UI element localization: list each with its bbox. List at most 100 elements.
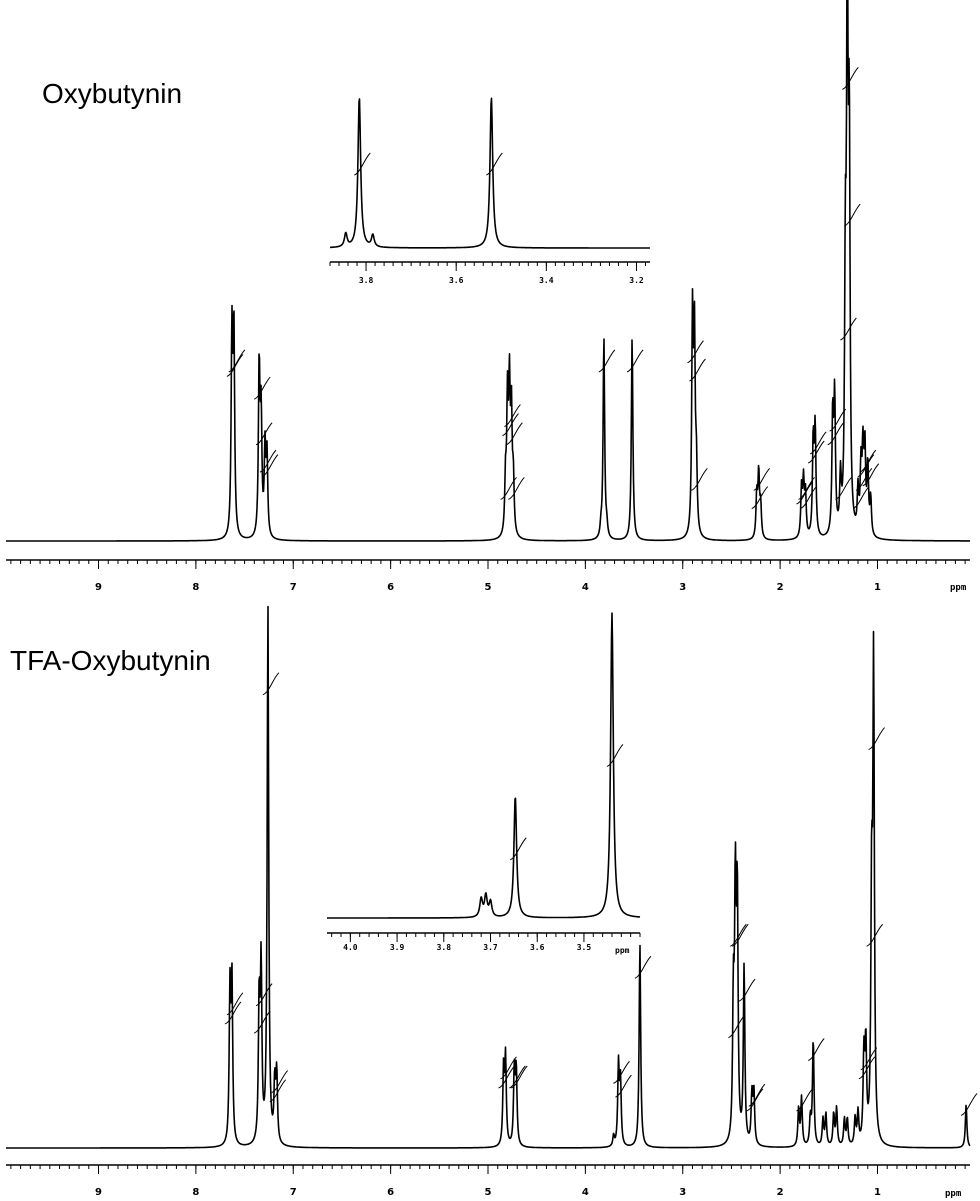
oxybutynin-inset-tick-label: 3.2 (629, 276, 644, 285)
oxybutynin-main-tick-label: 9 (95, 582, 102, 593)
tfa-oxybutynin-main-integral-curve (866, 923, 884, 947)
oxybutynin-inset-integral-curve (354, 152, 371, 176)
tfa-oxybutynin-inset-tick-label: 3.5 (577, 943, 592, 952)
oxybutynin-main-tick-label: 4 (582, 582, 589, 593)
oxybutynin-main-integral-curve (844, 203, 861, 227)
oxybutynin-main-tick-label: 7 (290, 582, 297, 593)
tfa-oxybutynin-main-integral-curve (498, 1065, 515, 1089)
oxybutynin-inset: 3.8 3.6 3.4 3.2 (329, 97, 651, 285)
tfa-oxybutynin-main-integral-curve (746, 1088, 764, 1112)
tfa-oxybutynin-main-integral-curve (634, 955, 652, 979)
tfa-oxybutynin-main-integral-curve (960, 1093, 978, 1116)
tfa-oxybutynin-inset-ppm-label: ppm (615, 946, 630, 955)
tfa-oxybutynin-main-integral-curve (255, 983, 273, 1007)
oxybutynin-main-integral-curve (626, 349, 644, 373)
tfa-oxybutynin-main-integral-curve (500, 1056, 517, 1080)
oxybutynin-main-integral-curve (857, 454, 875, 478)
tfa-oxybutynin-inset-tick-label: 3.7 (483, 943, 498, 952)
oxybutynin-main-integral-curve (253, 376, 271, 400)
oxybutynin-main-integral-curve (840, 317, 857, 341)
oxybutynin-main-integral-curve (859, 449, 877, 473)
tfa-oxybutynin-main-integral-curve (807, 1038, 825, 1062)
oxybutynin-main-integral-curve (829, 408, 847, 432)
oxybutynin-marks: 9 8 7 6 5 4 3 2 1 ppm 3.8 3.6 3.4 3.2 (5, 0, 971, 593)
tfa-oxybutynin-main-tick-label: 2 (777, 1187, 784, 1198)
oxybutynin-ppm-unit-label: ppm (950, 583, 967, 593)
oxybutynin-main-integral-curve (508, 477, 525, 500)
oxybutynin-main-integral-curve (500, 477, 517, 500)
oxybutynin-title: Oxybutynin (42, 78, 182, 109)
tfa-oxybutynin-main-integral-curve (796, 1088, 813, 1112)
oxybutynin-main-tick-label: 1 (874, 582, 881, 593)
oxybutynin-main-integral-curve (753, 467, 771, 491)
oxybutynin-main-tick-label: 8 (192, 582, 199, 593)
tfa-oxybutynin-marks: 9 8 7 6 5 4 3 2 1 ppm 4.0 3.9 3.8 3.7 3.6 3.5 ppm (5, 605, 978, 1199)
oxybutynin-main-integral-curve (506, 422, 523, 446)
oxybutynin-main-integral-curve (502, 413, 519, 437)
tfa-oxybutynin-main-tick-label: 4 (582, 1187, 589, 1198)
tfa-oxybutynin-inset-tick-label: 3.9 (390, 943, 405, 952)
oxybutynin-main-integral-curve (835, 477, 852, 500)
tfa-oxybutynin-spectrum-panel: TFA-Oxybutynin 9 8 7 6 5 4 3 2 1 ppm 4.0 3.9 3.8 3.7 3… (5, 605, 978, 1199)
oxybutynin-main-integral-curve (598, 349, 616, 373)
oxybutynin-inset-integral-curve (486, 152, 503, 176)
tfa-oxybutynin-inset-integral-curve (510, 837, 527, 861)
tfa-oxybutynin-inset: 4.0 3.9 3.8 3.7 3.6 3.5 ppm (326, 612, 641, 955)
tfa-oxybutynin-inset-tick-label: 3.8 (437, 943, 452, 952)
tfa-oxybutynin-main-tick-label: 3 (679, 1187, 686, 1198)
oxybutynin-main-integral-curve (798, 477, 815, 500)
tfa-oxybutynin-ppm-unit-label: ppm (945, 1189, 962, 1199)
oxybutynin-main-tick-label: 2 (777, 582, 784, 593)
oxybutynin-main-integral-curve (259, 449, 277, 473)
tfa-oxybutynin-main-integral-curve (226, 992, 244, 1016)
oxybutynin-main-integral-curve (852, 486, 870, 510)
tfa-oxybutynin-main-tick-label: 5 (485, 1187, 492, 1198)
oxybutynin-main-integral-curve (687, 340, 704, 364)
tfa-oxybutynin-main-tick-label: 9 (95, 1187, 102, 1198)
tfa-oxybutynin-main-integral-curve (732, 923, 749, 947)
tfa-oxybutynin-main-integral-curve (728, 1015, 745, 1039)
tfa-oxybutynin-inset-tick-label: 3.6 (530, 943, 545, 952)
oxybutynin-inset-trace (329, 97, 651, 249)
tfa-oxybutynin-inset-integral-curve (606, 744, 624, 767)
oxybutynin-main-integral-curve (226, 354, 244, 377)
oxybutynin-main-integral-curve (504, 404, 521, 428)
tfa-oxybutynin-main-integral-curve (868, 727, 885, 751)
tfa-oxybutynin-main-tick-label: 7 (290, 1187, 297, 1198)
oxybutynin-main-integral-curve (809, 431, 827, 455)
tfa-oxybutynin-main-integral-curve (269, 1079, 287, 1103)
tfa-oxybutynin-inset-trace (326, 612, 641, 919)
oxybutynin-main-integral-curve (689, 358, 706, 382)
tfa-oxybutynin-main-integral-curve (613, 1061, 630, 1084)
tfa-oxybutynin-main-integral-curve (509, 1065, 526, 1089)
tfa-oxybutynin-main-integral-curve (858, 1056, 876, 1080)
tfa-oxybutynin-main-integral-curve (511, 1065, 528, 1089)
tfa-oxybutynin-spectrum-trace (5, 605, 971, 1149)
tfa-oxybutynin-main-tick-label: 1 (874, 1187, 881, 1198)
oxybutynin-main-tick-label: 5 (485, 582, 492, 593)
oxybutynin-main-integral-curve (842, 67, 859, 90)
oxybutynin-main-integral-curve (800, 486, 817, 510)
oxybutynin-main-integral-curve (862, 463, 880, 487)
tfa-oxybutynin-main-tick-label: 6 (387, 1187, 394, 1198)
tfa-oxybutynin-inset-tick-label: 4.0 (343, 943, 358, 952)
tfa-oxybutynin-main-tick-label: 8 (192, 1187, 199, 1198)
oxybutynin-main-integral-curve (807, 440, 825, 464)
tfa-oxybutynin-main-integral-curve (748, 1083, 766, 1107)
oxybutynin-main-integral-curve (827, 422, 845, 446)
tfa-oxybutynin-main-integral-curve (730, 923, 747, 947)
oxybutynin-main-integral-curve (261, 454, 279, 478)
oxybutynin-inset-tick-label: 3.8 (359, 276, 374, 285)
tfa-oxybutynin-main-integral-curve (615, 1074, 632, 1098)
oxybutynin-main-integral-curve (255, 422, 273, 446)
oxybutynin-main-tick-label: 6 (387, 582, 394, 593)
tfa-oxybutynin-main-integral-curve (271, 1070, 289, 1094)
tfa-oxybutynin-title: TFA-Oxybutynin (10, 645, 211, 676)
tfa-oxybutynin-main-integral-curve (262, 672, 280, 696)
oxybutynin-inset-tick-label: 3.4 (539, 276, 554, 285)
oxybutynin-main-integral-curve (855, 467, 873, 491)
tfa-oxybutynin-main-integral-curve (738, 978, 756, 1002)
oxybutynin-main-integral-curve (228, 349, 246, 373)
tfa-oxybutynin-main-integral-curve (224, 1001, 242, 1025)
